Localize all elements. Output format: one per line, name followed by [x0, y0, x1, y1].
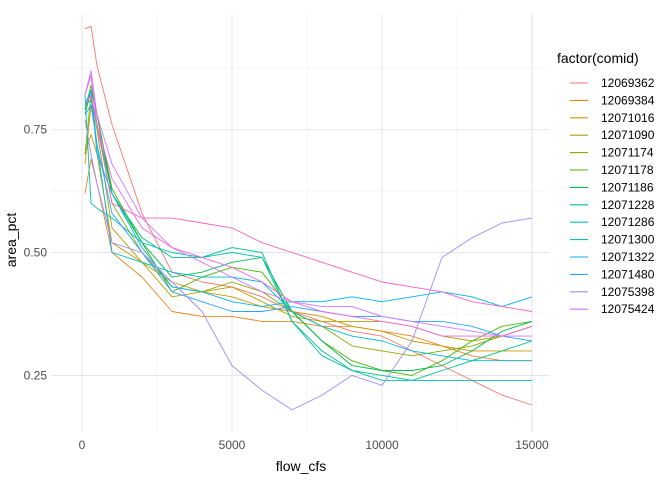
series-line-12071322: [84, 89, 533, 308]
x-tick-label: 5000: [219, 438, 246, 452]
y-tick-label: 0.25: [24, 368, 48, 382]
legend: 12069362 12069384 12071016 12071090 12071174…: [570, 76, 655, 316]
legend-label-12071228: 12071228: [601, 198, 655, 212]
legend-label-12069384: 12069384: [601, 93, 655, 107]
minor-gridlines: [52, 14, 550, 432]
legend-label-12071178: 12071178: [601, 163, 654, 177]
legend-label-12075424: 12075424: [601, 302, 655, 316]
y-tick-label: 0.50: [24, 246, 48, 260]
y-axis-title: area_pct: [3, 213, 19, 268]
series-line-unlabeled-15: [84, 94, 533, 312]
x-tick-label: 10000: [365, 438, 399, 452]
series-line-12075398: [84, 119, 533, 411]
legend-label-12071480: 12071480: [601, 267, 655, 281]
series-line-unlabeled-14: [84, 75, 533, 337]
legend-label-12071174: 12071174: [601, 146, 654, 160]
legend-label-12071300: 12071300: [601, 233, 655, 247]
legend-label-12071016: 12071016: [601, 111, 655, 125]
y-tick-label: 0.75: [24, 123, 48, 137]
series-line-12071228: [84, 99, 533, 381]
x-tick-label: 15000: [515, 438, 549, 452]
series-line-12069384: [84, 158, 532, 362]
series-line-12075424: [84, 70, 532, 337]
legend-label-12071322: 12071322: [601, 250, 655, 264]
y-axis-ticks: 0.25 0.50 0.75: [24, 123, 48, 383]
legend-label-12071090: 12071090: [601, 128, 655, 142]
major-gridlines: [52, 14, 550, 432]
x-tick-label: 0: [79, 438, 86, 452]
legend-label-12071186: 12071186: [601, 180, 654, 194]
series-lines: [84, 25, 533, 411]
legend-title: factor(comid): [557, 50, 639, 66]
legend-label-12071286: 12071286: [601, 215, 655, 229]
series-line-12071286: [84, 95, 532, 381]
legend-label-12075398: 12075398: [601, 285, 655, 299]
legend-label-12069362: 12069362: [601, 76, 655, 90]
series-line-12071480: [84, 104, 533, 342]
x-axis-ticks: 0 5000 10000 15000: [79, 438, 549, 452]
x-axis-title: flow_cfs: [276, 458, 327, 474]
